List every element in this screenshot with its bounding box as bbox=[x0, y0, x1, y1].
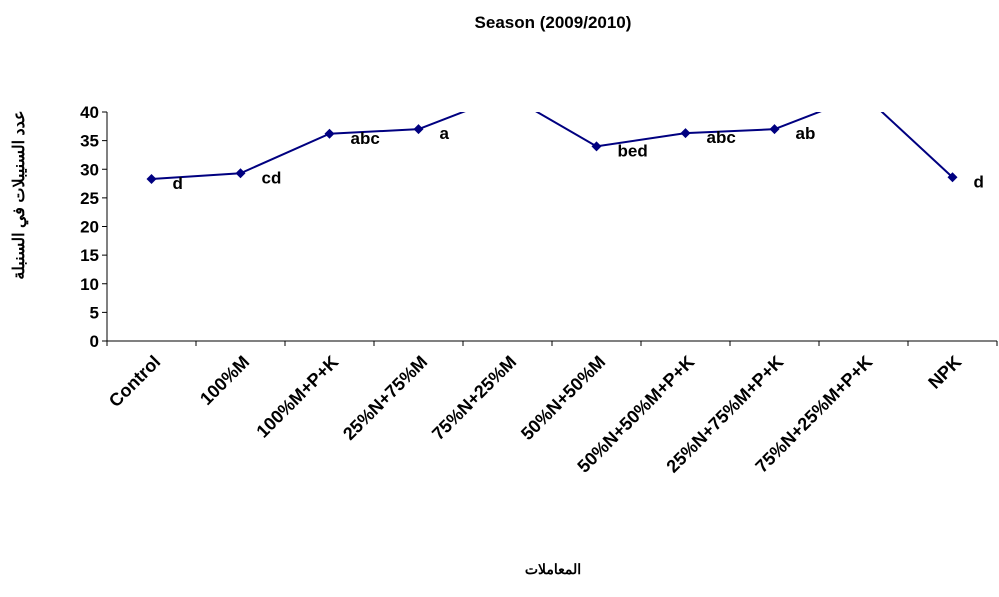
x-tick-label: Control bbox=[105, 352, 164, 411]
y-tick-label: 25 bbox=[80, 189, 99, 208]
plot-area: d cd abc a bed abc ab d bbox=[146, 90, 984, 193]
data-label: bed bbox=[618, 141, 648, 160]
x-tick-label: 75%N+25%M bbox=[428, 352, 520, 444]
point-marker bbox=[503, 90, 513, 100]
x-tick-label: 25%N+75%M bbox=[339, 352, 431, 444]
y-axis-label: عدد السنيبلات في السنبلة bbox=[11, 110, 29, 279]
data-label: d bbox=[974, 172, 984, 191]
y-tick-label: 15 bbox=[80, 246, 99, 265]
point-marker bbox=[324, 128, 335, 139]
y-tick-label: 35 bbox=[80, 132, 99, 151]
point-marker bbox=[680, 128, 691, 139]
y-tick-label: 30 bbox=[80, 160, 99, 179]
y-tick-label: 10 bbox=[80, 275, 99, 294]
data-label: abc bbox=[351, 129, 380, 148]
data-label: abc bbox=[707, 128, 736, 147]
chart-title: Season (2009/2010) bbox=[475, 13, 632, 32]
point-marker bbox=[146, 173, 157, 184]
point-marker bbox=[413, 124, 424, 135]
y-tick-label: 5 bbox=[90, 303, 99, 322]
data-label: d bbox=[173, 174, 183, 193]
x-tick-label: 100%M+P+K bbox=[252, 352, 342, 442]
point-marker bbox=[859, 90, 869, 100]
data-label: a bbox=[440, 124, 450, 143]
series-line bbox=[151, 112, 954, 180]
point-marker bbox=[591, 141, 602, 152]
y-tick-label: 0 bbox=[90, 332, 99, 351]
point-marker bbox=[947, 172, 958, 183]
y-tick-label: 20 bbox=[80, 218, 99, 237]
x-axis-label: المعاملات bbox=[525, 561, 581, 577]
point-marker bbox=[235, 168, 246, 179]
x-tick-label: 50%N+50%M bbox=[517, 352, 609, 444]
y-tick-label: 40 bbox=[80, 103, 99, 122]
point-marker bbox=[769, 124, 780, 135]
x-tick-label: NPK bbox=[924, 352, 965, 393]
data-label: cd bbox=[262, 168, 282, 187]
data-label: ab bbox=[796, 124, 816, 143]
x-tick-label: 100%M bbox=[196, 352, 253, 409]
